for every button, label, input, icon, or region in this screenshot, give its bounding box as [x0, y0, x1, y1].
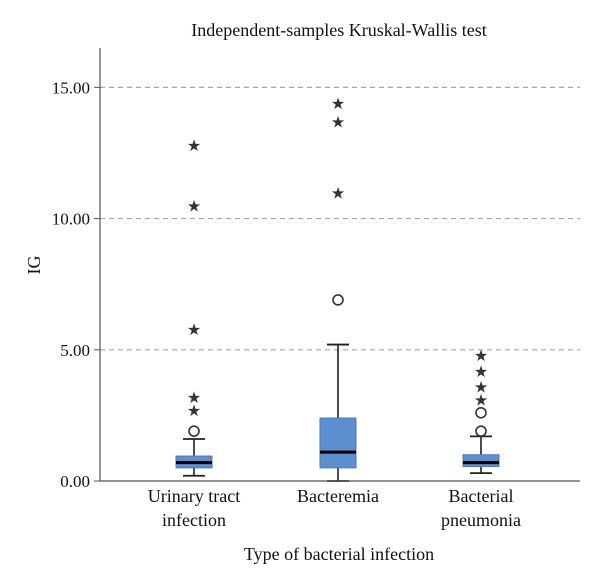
y-tick-label: 5.00 [60, 341, 90, 360]
box-group: ★★★ [319, 94, 357, 482]
category-label: Urinary tract infection [148, 486, 240, 530]
category-label-line: infection [162, 510, 226, 530]
outlier-star: ★ [187, 388, 201, 407]
category-label-line: Bacterial [449, 486, 514, 506]
outlier-circle [475, 406, 487, 419]
iqr-box [462, 454, 500, 468]
iqr-box [319, 417, 357, 469]
outlier-star: ★ [187, 136, 201, 155]
category-label-line: Urinary tract [148, 486, 240, 506]
outlier-star: ★ [187, 401, 201, 420]
chart-title: Independent-samples Kruskal-Wallis test [191, 20, 486, 40]
y-tick-label: 15.00 [52, 78, 90, 97]
box-group: ★★★★★ [175, 136, 213, 477]
y-axis-label: IG [24, 256, 44, 275]
box-series: ★★★★★★★★★★★★ [175, 94, 500, 482]
outlier-star: ★ [187, 320, 201, 339]
box-group: ★★★★ [462, 346, 500, 475]
y-tick-label: 0.00 [60, 472, 90, 491]
gridlines [100, 86, 580, 351]
outlier-star: ★ [474, 378, 488, 397]
outlier-star: ★ [331, 183, 345, 202]
y-tick-label: 10.00 [52, 210, 90, 229]
outlier-star: ★ [187, 196, 201, 215]
category-label: Bacteremia [297, 486, 379, 506]
outlier-star: ★ [331, 94, 345, 113]
outlier-circle [332, 294, 344, 306]
outlier-circle [475, 425, 487, 437]
outlier-star: ★ [331, 112, 345, 131]
outlier-star: ★ [474, 346, 488, 365]
category-label-line: pneumonia [441, 510, 521, 530]
x-axis: Urinary tract infection Bacteremia Bacteria… [100, 480, 580, 530]
outlier-star: ★ [474, 391, 488, 410]
category-label-line: Bacteremia [297, 486, 379, 506]
outlier-star: ★ [474, 362, 488, 381]
category-label: Bacterial pneumonia [441, 486, 521, 530]
y-axis: 0.00 5.00 10.00 15.00 [52, 48, 101, 491]
outlier-circle [188, 425, 200, 437]
x-axis-label: Type of bacterial infection [244, 544, 434, 564]
